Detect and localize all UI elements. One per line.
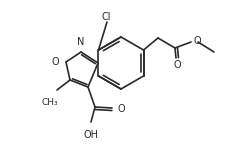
Text: O: O: [173, 60, 181, 70]
Text: O: O: [118, 104, 126, 114]
Text: OH: OH: [83, 130, 99, 140]
Text: O: O: [51, 57, 59, 67]
Text: CH₃: CH₃: [42, 98, 58, 107]
Text: O: O: [194, 36, 202, 46]
Text: N: N: [77, 37, 85, 47]
Text: Cl: Cl: [101, 12, 111, 22]
